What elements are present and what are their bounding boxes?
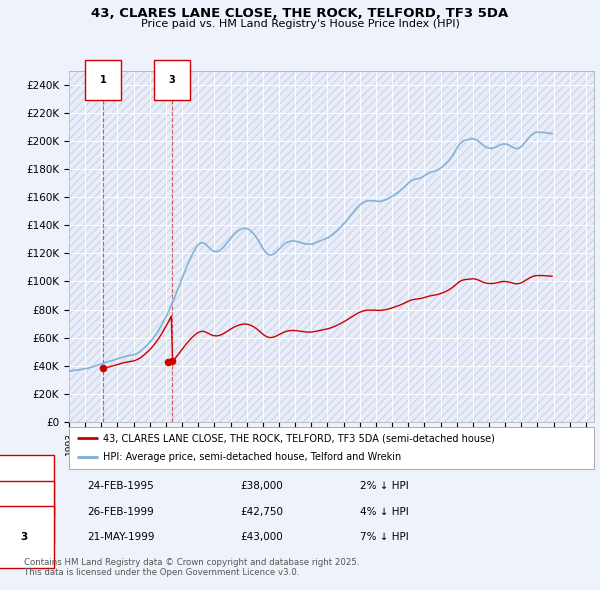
Text: 1: 1 — [20, 481, 28, 491]
Text: 2% ↓ HPI: 2% ↓ HPI — [360, 481, 409, 491]
Text: Contains HM Land Registry data © Crown copyright and database right 2025.
This d: Contains HM Land Registry data © Crown c… — [24, 558, 359, 577]
Text: 21-MAY-1999: 21-MAY-1999 — [87, 532, 155, 542]
Text: £42,750: £42,750 — [240, 507, 283, 517]
Point — [163, 357, 173, 366]
Text: HPI: Average price, semi-detached house, Telford and Wrekin: HPI: Average price, semi-detached house,… — [103, 452, 401, 462]
Text: 24-FEB-1995: 24-FEB-1995 — [87, 481, 154, 491]
Text: 43, CLARES LANE CLOSE, THE ROCK, TELFORD, TF3 5DA: 43, CLARES LANE CLOSE, THE ROCK, TELFORD… — [91, 7, 509, 20]
Text: £38,000: £38,000 — [240, 481, 283, 491]
Text: 26-FEB-1999: 26-FEB-1999 — [87, 507, 154, 517]
Text: 3: 3 — [20, 532, 28, 542]
Text: 43, CLARES LANE CLOSE, THE ROCK, TELFORD, TF3 5DA (semi-detached house): 43, CLARES LANE CLOSE, THE ROCK, TELFORD… — [103, 434, 495, 444]
Text: 4% ↓ HPI: 4% ↓ HPI — [360, 507, 409, 517]
Text: £43,000: £43,000 — [240, 532, 283, 542]
Text: 2: 2 — [20, 507, 28, 517]
Text: 7% ↓ HPI: 7% ↓ HPI — [360, 532, 409, 542]
Point — [167, 357, 177, 366]
Text: 1: 1 — [100, 75, 107, 85]
Text: 3: 3 — [169, 75, 175, 85]
Point — [98, 364, 108, 373]
Text: Price paid vs. HM Land Registry's House Price Index (HPI): Price paid vs. HM Land Registry's House … — [140, 19, 460, 29]
